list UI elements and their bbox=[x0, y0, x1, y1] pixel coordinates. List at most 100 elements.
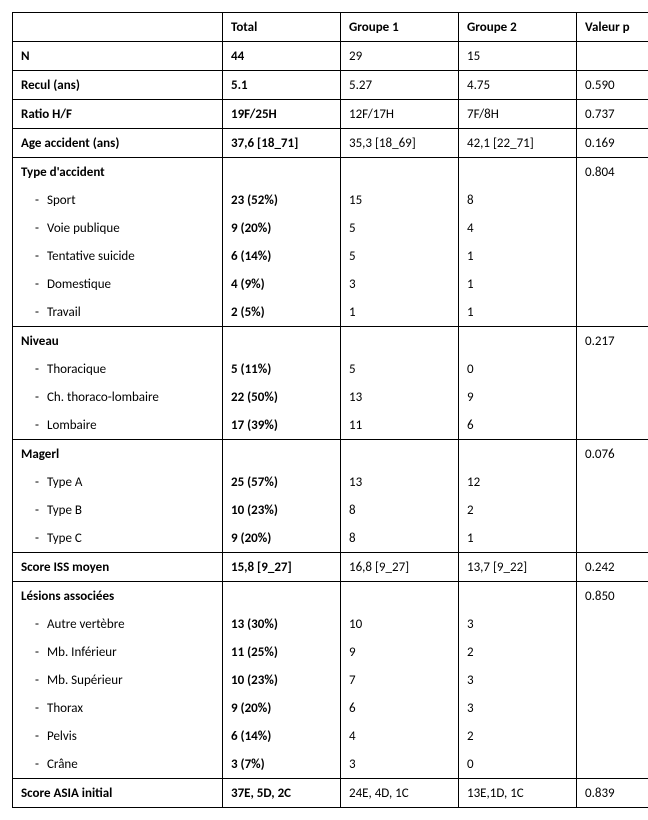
cell: 5.1 bbox=[223, 71, 341, 100]
label: Mb. Inférieur bbox=[13, 638, 223, 666]
cell: 11 (25%) bbox=[223, 638, 341, 666]
cell: 37E, 5D, 2C bbox=[223, 779, 341, 808]
label: Domestique bbox=[13, 270, 223, 298]
col-group1: Groupe 1 bbox=[341, 13, 459, 42]
row-asia: Score ASIA initial 37E, 5D, 2C 24E, 4D, … bbox=[13, 779, 648, 808]
cell: 3 bbox=[459, 694, 577, 722]
cell: 3 bbox=[459, 666, 577, 694]
row-recul: Recul (ans) 5.1 5.27 4.75 0.590 bbox=[13, 71, 648, 100]
cell: 24E, 4D, 1C bbox=[341, 779, 459, 808]
cell: 5.27 bbox=[341, 71, 459, 100]
label-n: N bbox=[13, 42, 223, 71]
cell: 0.839 bbox=[577, 779, 648, 808]
cell: 19F/25H bbox=[223, 100, 341, 129]
label: Sport bbox=[13, 186, 223, 214]
cell: 0.076 bbox=[577, 440, 648, 469]
cell: 3 (7%) bbox=[223, 750, 341, 779]
cell: 16,8 [9_27] bbox=[341, 553, 459, 582]
row-magerl-header: Magerl 0.076 bbox=[13, 440, 648, 469]
row-les-vert: Autre vertèbre 13 (30%) 10 3 bbox=[13, 610, 648, 638]
cell: 15 bbox=[341, 186, 459, 214]
col-pvalue: Valeur p bbox=[577, 13, 648, 42]
cell: 15,8 [9_27] bbox=[223, 553, 341, 582]
label-ratio: Ratio H/F bbox=[13, 100, 223, 129]
row-type-suicide: Tentative suicide 6 (14%) 5 1 bbox=[13, 242, 648, 270]
row-type-dom: Domestique 4 (9%) 3 1 bbox=[13, 270, 648, 298]
cell: 0.804 bbox=[577, 158, 648, 187]
cell: 37,6 [18_71] bbox=[223, 129, 341, 158]
cell: 1 bbox=[459, 242, 577, 270]
cell: 13 bbox=[341, 383, 459, 411]
label: Ch. thoraco-lombaire bbox=[13, 383, 223, 411]
cell: 6 bbox=[459, 411, 577, 440]
cell: 23 (52%) bbox=[223, 186, 341, 214]
row-niv-thor: Thoracique 5 (11%) 5 0 bbox=[13, 355, 648, 383]
cell: 17 (39%) bbox=[223, 411, 341, 440]
cell: 8 bbox=[341, 524, 459, 553]
label: Magerl bbox=[13, 440, 223, 469]
cell: 9 (20%) bbox=[223, 524, 341, 553]
row-les-inf: Mb. Inférieur 11 (25%) 9 2 bbox=[13, 638, 648, 666]
cell: 0.217 bbox=[577, 327, 648, 356]
label: Thoracique bbox=[13, 355, 223, 383]
row-mag-a: Type A 25 (57%) 13 12 bbox=[13, 468, 648, 496]
label: Lésions associées bbox=[13, 582, 223, 611]
cell: 10 (23%) bbox=[223, 666, 341, 694]
cell: 5 bbox=[341, 214, 459, 242]
cell: 8 bbox=[459, 186, 577, 214]
cell bbox=[577, 42, 648, 71]
cell: 12F/17H bbox=[341, 100, 459, 129]
label: Crâne bbox=[13, 750, 223, 779]
cell: 10 (23%) bbox=[223, 496, 341, 524]
label: Type B bbox=[13, 496, 223, 524]
cell: 5 bbox=[341, 242, 459, 270]
label: Tentative suicide bbox=[13, 242, 223, 270]
header-row: Total Groupe 1 Groupe 2 Valeur p bbox=[13, 13, 648, 42]
cell: 9 bbox=[459, 383, 577, 411]
row-les-pel: Pelvis 6 (14%) 4 2 bbox=[13, 722, 648, 750]
row-age: Age accident (ans) 37,6 [18_71] 35,3 [18… bbox=[13, 129, 648, 158]
cell: 1 bbox=[459, 298, 577, 327]
label: Score ISS moyen bbox=[13, 553, 223, 582]
cell: 0 bbox=[459, 355, 577, 383]
label: Mb. Supérieur bbox=[13, 666, 223, 694]
row-les-sup: Mb. Supérieur 10 (23%) 7 3 bbox=[13, 666, 648, 694]
cell: 3 bbox=[341, 270, 459, 298]
row-niveau-header: Niveau 0.217 bbox=[13, 327, 648, 356]
row-type-trav: Travail 2 (5%) 1 1 bbox=[13, 298, 648, 327]
col-group2: Groupe 2 bbox=[459, 13, 577, 42]
cell: 8 bbox=[341, 496, 459, 524]
cell: 0.242 bbox=[577, 553, 648, 582]
label: Type C bbox=[13, 524, 223, 553]
row-type-header: Type d'accident 0.804 bbox=[13, 158, 648, 187]
cell: 6 (14%) bbox=[223, 722, 341, 750]
col-total: Total bbox=[223, 13, 341, 42]
cell: 29 bbox=[341, 42, 459, 71]
cell: 2 bbox=[459, 496, 577, 524]
row-n: N 44 29 15 bbox=[13, 42, 648, 71]
cell: 0.169 bbox=[577, 129, 648, 158]
cell: 9 (20%) bbox=[223, 694, 341, 722]
row-ratio: Ratio H/F 19F/25H 12F/17H 7F/8H 0.737 bbox=[13, 100, 648, 129]
label: Lombaire bbox=[13, 411, 223, 440]
cell: 35,3 [18_69] bbox=[341, 129, 459, 158]
cell: 2 (5%) bbox=[223, 298, 341, 327]
cell: 0 bbox=[459, 750, 577, 779]
cell: 7F/8H bbox=[459, 100, 577, 129]
cell: 5 (11%) bbox=[223, 355, 341, 383]
cell: 3 bbox=[459, 610, 577, 638]
label-age: Age accident (ans) bbox=[13, 129, 223, 158]
cell: 13,7 [9_22] bbox=[459, 553, 577, 582]
cell: 4 bbox=[459, 214, 577, 242]
cell: 3 bbox=[341, 750, 459, 779]
cell: 44 bbox=[223, 42, 341, 71]
cell: 15 bbox=[459, 42, 577, 71]
label: Pelvis bbox=[13, 722, 223, 750]
row-type-sport: Sport 23 (52%) 15 8 bbox=[13, 186, 648, 214]
cell: 6 bbox=[341, 694, 459, 722]
cell: 1 bbox=[459, 270, 577, 298]
cell: 11 bbox=[341, 411, 459, 440]
cell: 25 (57%) bbox=[223, 468, 341, 496]
cell: 1 bbox=[459, 524, 577, 553]
row-mag-c: Type C 9 (20%) 8 1 bbox=[13, 524, 648, 553]
